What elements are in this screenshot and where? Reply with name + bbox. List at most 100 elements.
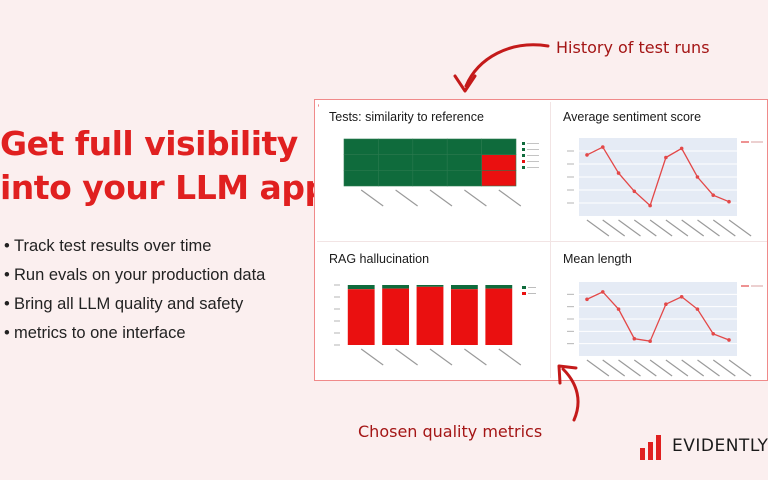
headline-line-1: Get full visibility: [0, 124, 298, 163]
panel-divider-vertical: [550, 102, 551, 378]
headline: Get full visibility into your LLM app: [0, 122, 328, 209]
legend-swatch: [522, 286, 526, 289]
x-tick-label: [712, 359, 736, 377]
feature-item-continuation: metrics to one interface: [4, 319, 314, 348]
x-tick-label: [681, 219, 705, 237]
x-tick-label: [464, 348, 487, 366]
x-tick-label: [395, 348, 418, 366]
data-point: [648, 339, 652, 343]
dashboard-preview: Tests: similarity to reference Average s…: [314, 99, 768, 381]
legend-swatch: [522, 142, 525, 145]
data-point: [600, 145, 605, 149]
data-point: [616, 307, 621, 311]
panel-title: Average sentiment score: [563, 110, 702, 124]
x-tick-label: [649, 359, 673, 377]
arrow-top-head: [453, 74, 477, 93]
bar-segment-true: [382, 285, 410, 289]
callout-metrics: Chosen quality metrics: [358, 422, 543, 441]
data-point: [711, 193, 716, 197]
x-tick-label: [618, 359, 641, 377]
x-tick-label: [633, 359, 657, 377]
panel-title: Tests: similarity to reference: [329, 110, 484, 124]
data-point: [679, 146, 684, 151]
panel-average-sentiment: Average sentiment score: [553, 102, 765, 240]
legend-swatch: [522, 166, 525, 169]
x-tick-label: [602, 359, 626, 377]
x-tick-label: [697, 219, 720, 237]
legend-swatch: [522, 148, 525, 151]
x-tick-label: [649, 219, 673, 237]
x-tick-label: [728, 359, 752, 377]
logo-wordmark: EVIDENTLY: [672, 436, 768, 456]
data-point: [664, 155, 668, 160]
feature-item: Track test results over time: [4, 232, 314, 261]
bar-segment-true: [450, 285, 478, 290]
data-point: [695, 175, 700, 179]
data-point: [679, 295, 684, 299]
arrow-bottom-head: [557, 364, 578, 385]
panel-rag-hallucination: RAG hallucination: [319, 244, 549, 378]
x-tick-label: [602, 219, 626, 237]
bar-segment-false: [347, 289, 375, 345]
data-point: [632, 189, 637, 194]
x-tick-label: [586, 359, 610, 377]
data-point: [585, 297, 589, 302]
bar-segment-false: [450, 289, 478, 345]
logo-bars-icon: [640, 435, 661, 460]
x-tick-label: [712, 219, 736, 237]
panel-tests-similarity: Tests: similarity to reference: [319, 102, 549, 240]
x-tick-label: [464, 189, 487, 207]
heatmap-chart: [343, 138, 539, 207]
bar-segment-false: [382, 288, 410, 345]
data-point: [664, 302, 668, 306]
bar-segment-false: [416, 286, 444, 345]
data-point: [727, 199, 731, 204]
data-point: [711, 332, 716, 336]
panel-divider-horizontal: [317, 241, 767, 242]
data-point: [616, 171, 621, 175]
data-point: [600, 290, 605, 294]
sentiment-line-chart: [567, 138, 763, 237]
x-tick-label: [429, 189, 453, 207]
legend-swatch: [522, 292, 526, 295]
series-line: [586, 291, 730, 342]
x-tick-label: [360, 348, 384, 366]
x-tick-label: [498, 189, 522, 207]
bar-segment-true: [485, 285, 513, 289]
x-tick-label: [618, 219, 641, 237]
hallucination-bar-chart: [334, 284, 536, 366]
x-tick-label: [633, 219, 657, 237]
x-tick-label: [360, 189, 384, 207]
bar-segment-true: [416, 285, 444, 287]
data-point: [585, 153, 589, 157]
data-point: [695, 307, 700, 311]
x-tick-label: [697, 359, 720, 377]
data-point: [632, 336, 637, 341]
panel-title: Mean length: [563, 252, 632, 266]
feature-item: Bring all LLM quality and safety: [4, 290, 314, 319]
x-tick-label: [665, 359, 689, 377]
x-tick-label: [429, 348, 453, 366]
x-tick-label: [665, 219, 689, 237]
legend-swatch: [522, 160, 525, 163]
x-tick-label: [395, 189, 418, 207]
series-line: [586, 146, 730, 207]
legend-swatch: [522, 154, 525, 157]
panel-title: RAG hallucination: [329, 252, 430, 266]
feature-item: Run evals on your production data: [4, 261, 314, 290]
x-tick-label: [728, 219, 752, 237]
feature-list: Track test results over time Run evals o…: [4, 232, 314, 348]
data-point: [648, 203, 652, 208]
x-tick-label: [498, 348, 522, 366]
evidently-logo: EVIDENTLY: [640, 432, 768, 462]
data-point: [727, 338, 731, 342]
length-line-chart: [567, 282, 763, 377]
x-tick-label: [586, 219, 610, 237]
heatmap-cell: [481, 170, 517, 187]
headline-line-2: into your LLM app: [0, 167, 328, 207]
panel-mean-length: Mean length: [553, 244, 765, 378]
arrow-top: [464, 43, 550, 88]
x-tick-label: [681, 359, 705, 377]
bar-segment-true: [347, 285, 375, 290]
